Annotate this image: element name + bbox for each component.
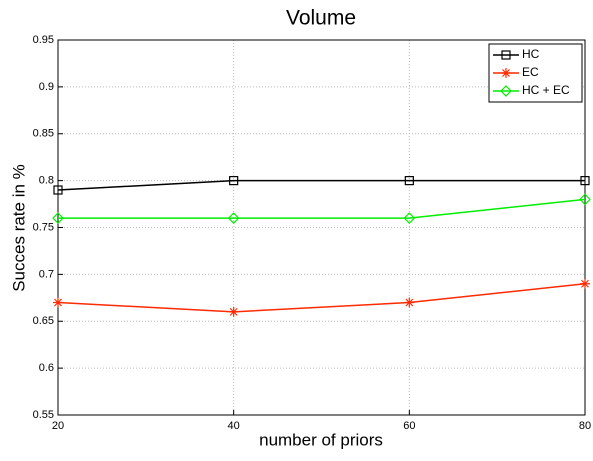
y-tick-label: 0.7 [39,268,54,280]
marker [229,176,239,186]
marker [228,306,239,317]
marker [501,50,511,60]
chart-title: Volume [286,7,356,30]
y-tick-label: 0.95 [33,34,54,46]
marker [403,212,416,224]
y-tick-label: 0.6 [39,362,54,374]
marker [580,278,590,289]
x-tick-label: 60 [403,420,415,432]
legend-label: HC + EC [522,83,570,97]
legend-label: EC [522,65,539,79]
marker [580,176,590,186]
series-line [57,179,585,191]
y-tick-label: 0.75 [33,221,54,233]
y-tick-label: 0.65 [33,315,54,327]
marker [579,193,591,206]
y-axis-label: Succes rate in % [9,164,28,292]
marker [404,297,415,308]
y-tick-label: 0.9 [39,81,54,93]
x-axis-label: number of priors [259,430,383,449]
marker [52,212,64,224]
marker [500,85,512,97]
series-line [57,283,586,313]
marker [501,68,511,78]
marker [404,176,414,186]
y-tick-label: 0.55 [33,409,54,421]
legend: HC EC HC + EC [488,43,583,103]
y-tick-label: 0.85 [33,128,54,140]
series-line [58,198,586,219]
legend-label: HC [522,47,540,61]
x-tick-label: 80 [579,420,591,432]
marker [227,212,240,224]
y-tick-label: 0.8 [39,175,54,187]
x-tick-label: 40 [228,420,240,432]
marker [53,297,63,308]
marker [53,185,63,195]
x-tick-label: 20 [52,420,64,432]
axes-box [57,39,586,416]
